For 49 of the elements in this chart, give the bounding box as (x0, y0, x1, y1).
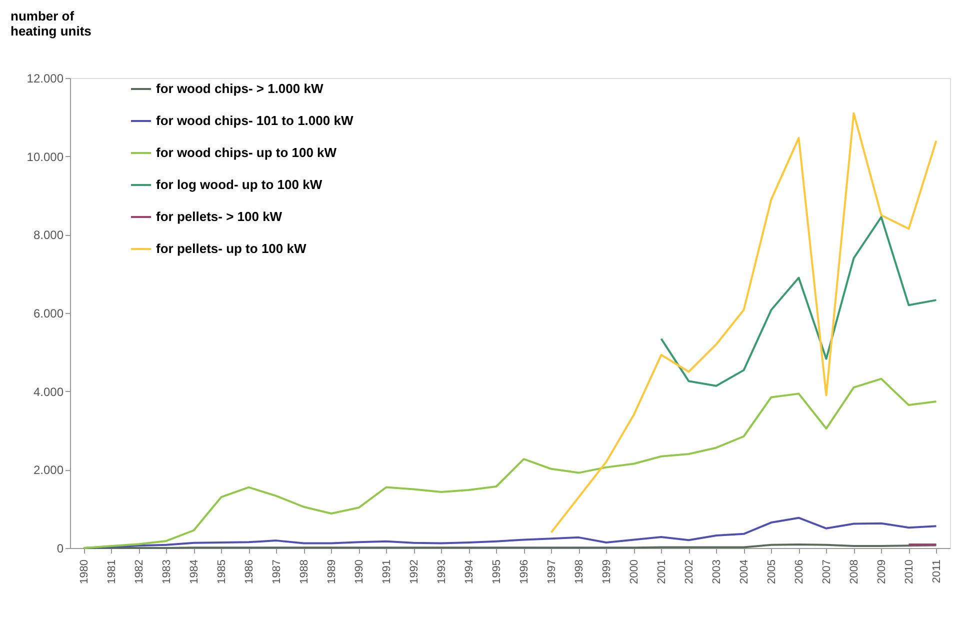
x-tick-label: 1986 (243, 560, 256, 584)
x-tick-label: 1992 (408, 560, 420, 584)
x-tick-label: 2004 (738, 560, 750, 584)
x-tick-label: 2005 (766, 560, 778, 584)
x-tick-label: 1983 (160, 560, 173, 584)
y-tick-label: 2.000 (33, 463, 64, 478)
line-series (550, 112, 938, 534)
y-tick-label: 4.000 (33, 384, 64, 399)
x-tick-label: 2006 (793, 560, 806, 584)
y-tick-label: 0 (56, 542, 64, 556)
x-tick-label: 2007 (820, 560, 833, 584)
x-tick-label: 2000 (628, 560, 640, 584)
y-tick-label: 12.000 (26, 72, 64, 86)
x-tick-label: 1990 (353, 560, 366, 584)
x-tick-label: 1997 (546, 560, 558, 584)
y-tick-label: 8.000 (33, 228, 64, 242)
line-series (660, 216, 938, 387)
x-tick-label: 1994 (463, 560, 476, 584)
x-tick-label: 1984 (188, 560, 200, 584)
legend-label: for pellets- up to 100 kW (156, 241, 307, 256)
legend-label: for pellets- > 100 kW (156, 209, 283, 224)
y-tick-label: 10.000 (26, 150, 64, 164)
x-tick-label: 1996 (518, 560, 530, 584)
x-tick-label: 2002 (683, 560, 696, 584)
y-tick-label: 6.000 (33, 306, 64, 320)
x-tick-label: 2008 (848, 560, 860, 584)
line-series (82, 378, 938, 549)
x-tick-label: 1998 (573, 560, 586, 584)
x-tick-label: 1981 (106, 560, 118, 584)
legend-label: for log wood- up to 100 kW (156, 177, 323, 192)
x-tick-label: 2010 (903, 560, 916, 584)
legend-label: for wood chips- 101 to 1.000 kW (156, 113, 354, 128)
x-tick-label: 1980 (78, 560, 90, 584)
x-tick-label: 1991 (380, 560, 393, 584)
x-tick-label: 2011 (930, 560, 943, 584)
x-tick-label: 1995 (490, 560, 503, 584)
legend-label: for wood chips- > 1.000 kW (156, 81, 324, 96)
x-tick-label: 2001 (656, 560, 668, 584)
y-axis-title: number of heating units (10, 8, 92, 38)
x-tick-label: 2003 (710, 560, 723, 584)
x-tick-label: 1999 (600, 560, 613, 584)
x-tick-label: 1982 (133, 560, 146, 584)
x-tick-label: 2009 (876, 560, 888, 584)
x-tick-label: 1988 (298, 560, 310, 584)
legend-label: for wood chips- up to 100 kW (156, 145, 338, 160)
x-tick-label: 1989 (326, 560, 338, 584)
x-tick-label: 1993 (436, 560, 448, 584)
x-tick-label: 1985 (216, 560, 228, 584)
x-tick-label: 1987 (270, 560, 283, 584)
